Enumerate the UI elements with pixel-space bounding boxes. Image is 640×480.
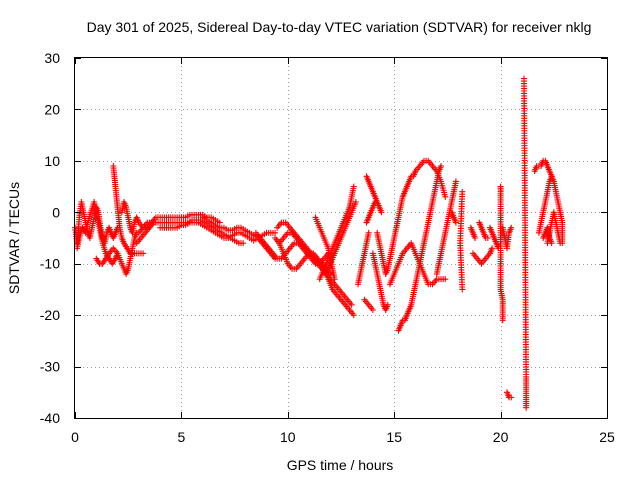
- data-point: [140, 250, 147, 257]
- grid-lines: [75, 58, 607, 418]
- data-point: [489, 245, 496, 252]
- y-tick-label: -40: [40, 410, 60, 426]
- data-point: [548, 173, 555, 180]
- data-point: [557, 240, 564, 247]
- x-tick-label: 10: [280, 429, 296, 445]
- data-point: [499, 317, 506, 324]
- data-point: [352, 199, 359, 205]
- y-tick-label: 10: [44, 153, 60, 169]
- x-tick-label: 0: [71, 429, 79, 445]
- data-point: [442, 276, 449, 283]
- x-tick-label: 25: [599, 429, 615, 445]
- data-point: [459, 286, 466, 293]
- data-point: [240, 240, 247, 247]
- x-tick-label: 5: [178, 429, 186, 445]
- data-point: [472, 235, 479, 241]
- data-point: [372, 199, 379, 205]
- data-point: [331, 276, 338, 283]
- y-tick-label: 0: [52, 204, 60, 220]
- data-point: [438, 163, 445, 169]
- axis-ticks: 0 5 10 15 20 25 -40 -30 -20 -10 0 10 20 30: [40, 50, 615, 445]
- data-point: [378, 209, 385, 216]
- data-point: [369, 307, 376, 313]
- y-tick-label: -30: [40, 359, 60, 375]
- data-point: [442, 193, 449, 200]
- data-point: [216, 219, 223, 226]
- y-tick-label: 30: [44, 50, 60, 66]
- plot-frame: [74, 57, 608, 419]
- data-point: [484, 235, 491, 241]
- data-point: [350, 183, 357, 190]
- x-axis-label: GPS time / hours: [287, 457, 394, 473]
- data-point: [365, 229, 372, 236]
- data-points: [72, 75, 566, 411]
- data-point: [348, 301, 355, 308]
- data-point: [384, 301, 391, 308]
- y-tick-label: 20: [44, 101, 60, 117]
- data-point: [548, 240, 555, 247]
- chart-title: Day 301 of 2025, Sidereal Day-to-day VTE…: [87, 19, 592, 35]
- y-tick-label: -10: [40, 256, 60, 272]
- data-point: [523, 404, 530, 411]
- y-axis-label: SDTVAR / TECUs: [6, 182, 22, 294]
- data-point: [452, 178, 459, 185]
- data-point: [272, 229, 279, 236]
- data-point: [452, 219, 459, 226]
- x-tick-label: 20: [493, 429, 509, 445]
- x-tick-label: 15: [386, 429, 402, 445]
- data-point: [508, 394, 515, 401]
- y-tick-label: -20: [40, 307, 60, 323]
- data-point: [350, 312, 357, 319]
- data-point: [508, 224, 515, 231]
